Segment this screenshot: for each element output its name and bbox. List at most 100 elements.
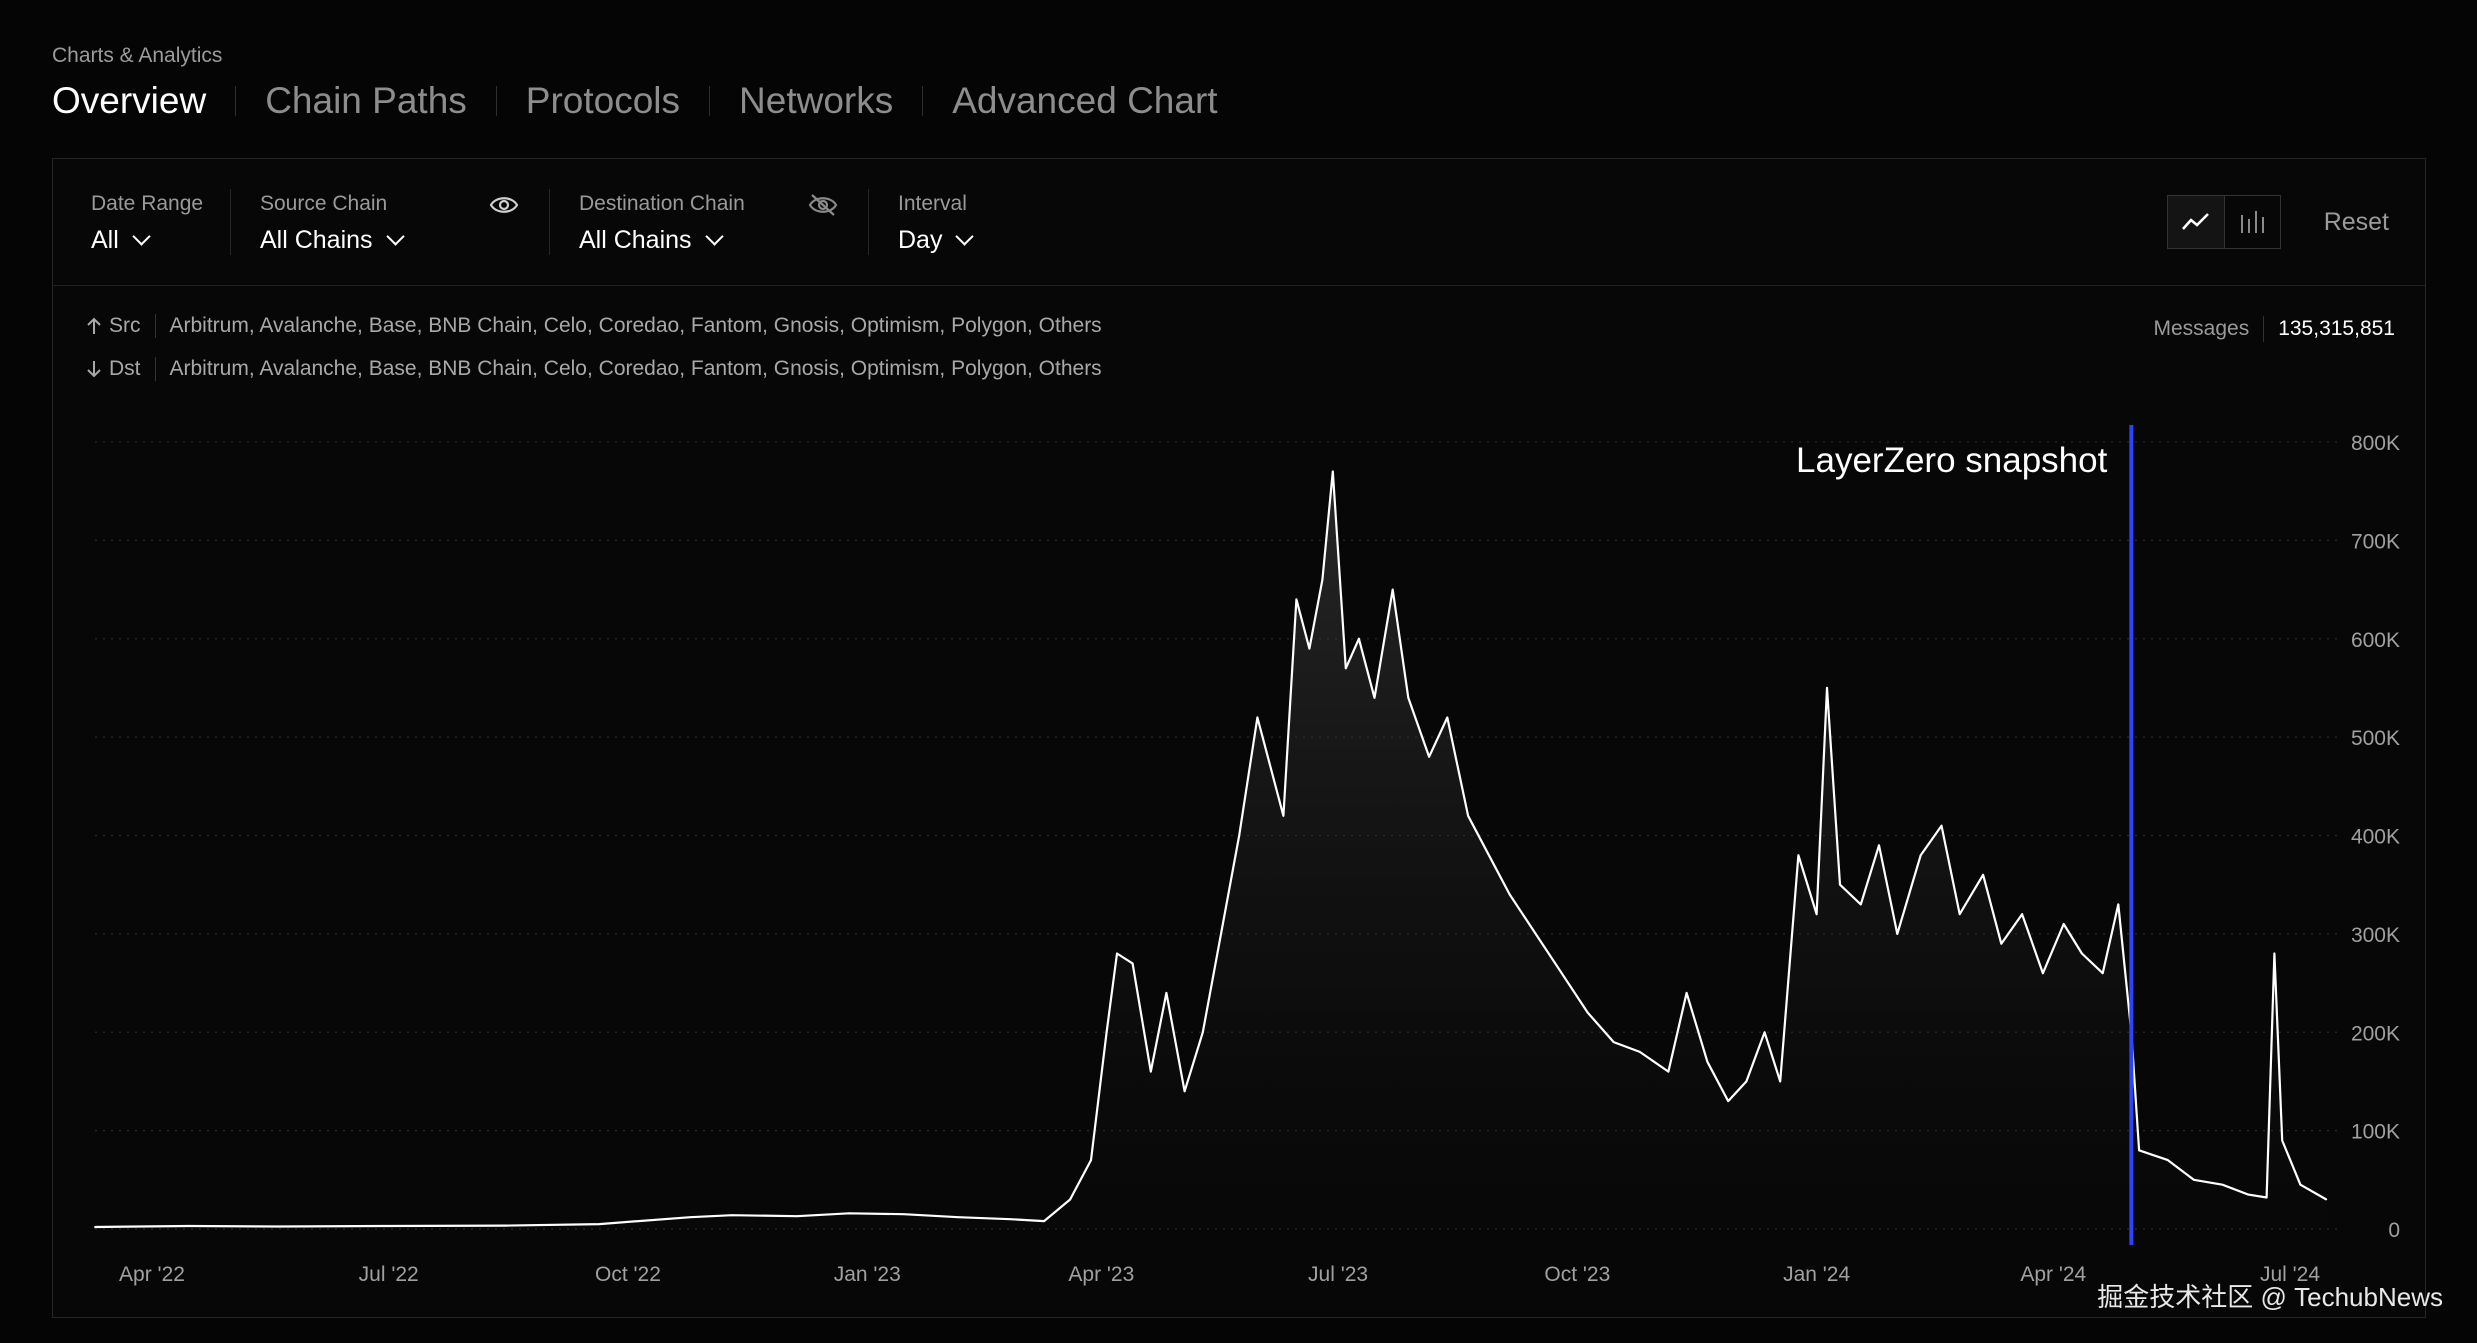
data-point — [1220, 933, 1222, 935]
data-point — [2325, 1198, 2328, 1201]
data-point — [1826, 687, 1828, 689]
data-point — [1238, 834, 1241, 837]
arrow-down-icon — [87, 361, 101, 378]
destination-chain-value: All Chains — [579, 226, 692, 254]
bar-view-button[interactable] — [2223, 196, 2281, 248]
data-point — [1860, 903, 1862, 906]
data-point — [2247, 1193, 2250, 1196]
messages-total: Messages 135,315,851 — [2153, 316, 2395, 342]
bar-chart-icon — [2241, 211, 2265, 233]
x-tick-label: Oct '22 — [595, 1263, 661, 1286]
data-point — [1149, 1070, 1152, 1073]
data-point — [2299, 1183, 2302, 1186]
messages-label: Messages — [2153, 317, 2250, 340]
tab-protocols[interactable]: Protocols — [525, 80, 681, 121]
data-point — [637, 1220, 640, 1222]
series-area — [94, 471, 2327, 1229]
y-tick-label: 600K — [2351, 629, 2400, 652]
data-point — [1727, 1100, 1729, 1102]
x-tick-label: Jan '24 — [1783, 1263, 1850, 1286]
data-point — [387, 1225, 390, 1227]
data-point — [2221, 1183, 2224, 1186]
interval-filter[interactable]: Interval Day — [898, 192, 975, 255]
interval-value: Day — [898, 226, 943, 254]
y-tick-label: 100K — [2351, 1121, 2400, 1144]
data-point — [2042, 972, 2044, 975]
snapshot-annotation-label: LayerZero snapshot — [1796, 441, 2108, 480]
data-point — [1896, 933, 1899, 935]
data-point — [2265, 1196, 2268, 1199]
date-range-filter[interactable]: Date Range All — [91, 192, 203, 255]
data-point — [957, 1216, 960, 1218]
data-point — [1308, 647, 1311, 650]
data-point — [2117, 903, 2120, 906]
data-point — [1407, 696, 1410, 699]
source-chain-value: All Chains — [260, 226, 373, 254]
data-point — [1706, 1060, 1709, 1063]
data-point — [1982, 874, 1984, 876]
src-chains-row: Src Arbitrum, Avalanche, Base, BNB Chain… — [83, 314, 1102, 338]
y-tick-label: 500K — [2351, 727, 2400, 750]
x-tick-label: Jan '23 — [834, 1263, 901, 1286]
data-point — [1373, 696, 1376, 699]
dst-chains-row: Dst Arbitrum, Avalanche, Base, BNB Chain… — [83, 357, 1102, 381]
reset-button[interactable]: Reset — [2323, 208, 2389, 236]
data-point — [1116, 952, 1118, 955]
x-tick-label: Jul '23 — [1308, 1263, 1368, 1286]
eye-icon[interactable] — [489, 193, 519, 217]
data-point — [1815, 913, 1818, 915]
data-point — [1069, 1198, 1071, 1201]
data-point — [1090, 1159, 1092, 1161]
tab-chain-paths[interactable]: Chain Paths — [265, 80, 467, 121]
data-point — [2000, 942, 2003, 945]
data-point — [1919, 854, 1922, 856]
data-point — [1667, 1070, 1670, 1073]
filter-divider — [868, 189, 869, 255]
arrow-up-icon — [87, 317, 101, 334]
data-point — [1763, 1031, 1766, 1034]
date-range-value: All — [91, 226, 119, 254]
data-point — [796, 1215, 798, 1218]
date-range-label: Date Range — [91, 192, 204, 215]
x-tick-label: Jul '24 — [2260, 1263, 2320, 1286]
src-chain-list: Arbitrum, Avalanche, Base, BNB Chain, Ce… — [169, 314, 1102, 337]
tab-networks[interactable]: Networks — [739, 80, 894, 121]
data-point — [1345, 667, 1347, 670]
data-point — [1534, 933, 1537, 935]
interval-label: Interval — [898, 192, 967, 215]
data-point — [1685, 992, 1688, 994]
x-tick-label: Jul '22 — [359, 1263, 419, 1286]
source-chain-filter[interactable]: Source Chain All Chains — [260, 192, 405, 255]
data-point — [1428, 756, 1430, 758]
data-point — [1745, 1080, 1748, 1083]
data-point — [902, 1213, 905, 1216]
data-point — [1105, 1031, 1108, 1034]
data-point — [1295, 598, 1298, 601]
tab-divider — [235, 86, 237, 116]
source-chain-label: Source Chain — [260, 192, 388, 215]
filter-divider — [230, 189, 231, 255]
series-line — [94, 470, 2327, 1229]
messages-value: 135,315,851 — [2278, 317, 2395, 340]
data-point — [1282, 815, 1285, 817]
data-point — [1508, 893, 1511, 896]
line-view-button[interactable] — [2168, 196, 2224, 248]
src-label: Src — [109, 314, 141, 337]
destination-chain-filter[interactable]: Destination Chain All Chains — [579, 192, 745, 255]
y-tick-label: 700K — [2351, 530, 2400, 553]
eye-off-icon[interactable] — [808, 193, 838, 217]
data-point — [1612, 1041, 1615, 1043]
y-tick-label: 300K — [2351, 924, 2400, 947]
data-point — [1488, 854, 1490, 856]
destination-chain-label: Destination Chain — [579, 192, 745, 215]
tab-overview[interactable]: Overview — [52, 80, 207, 121]
tab-advanced-chart[interactable]: Advanced Chart — [952, 80, 1218, 121]
dst-label: Dst — [109, 357, 141, 380]
data-point — [187, 1225, 190, 1227]
x-tick-label: Apr '22 — [119, 1263, 185, 1286]
data-point — [2138, 1149, 2140, 1152]
data-point — [1321, 578, 1324, 581]
data-point — [1586, 1011, 1589, 1014]
filter-divider — [549, 189, 550, 255]
